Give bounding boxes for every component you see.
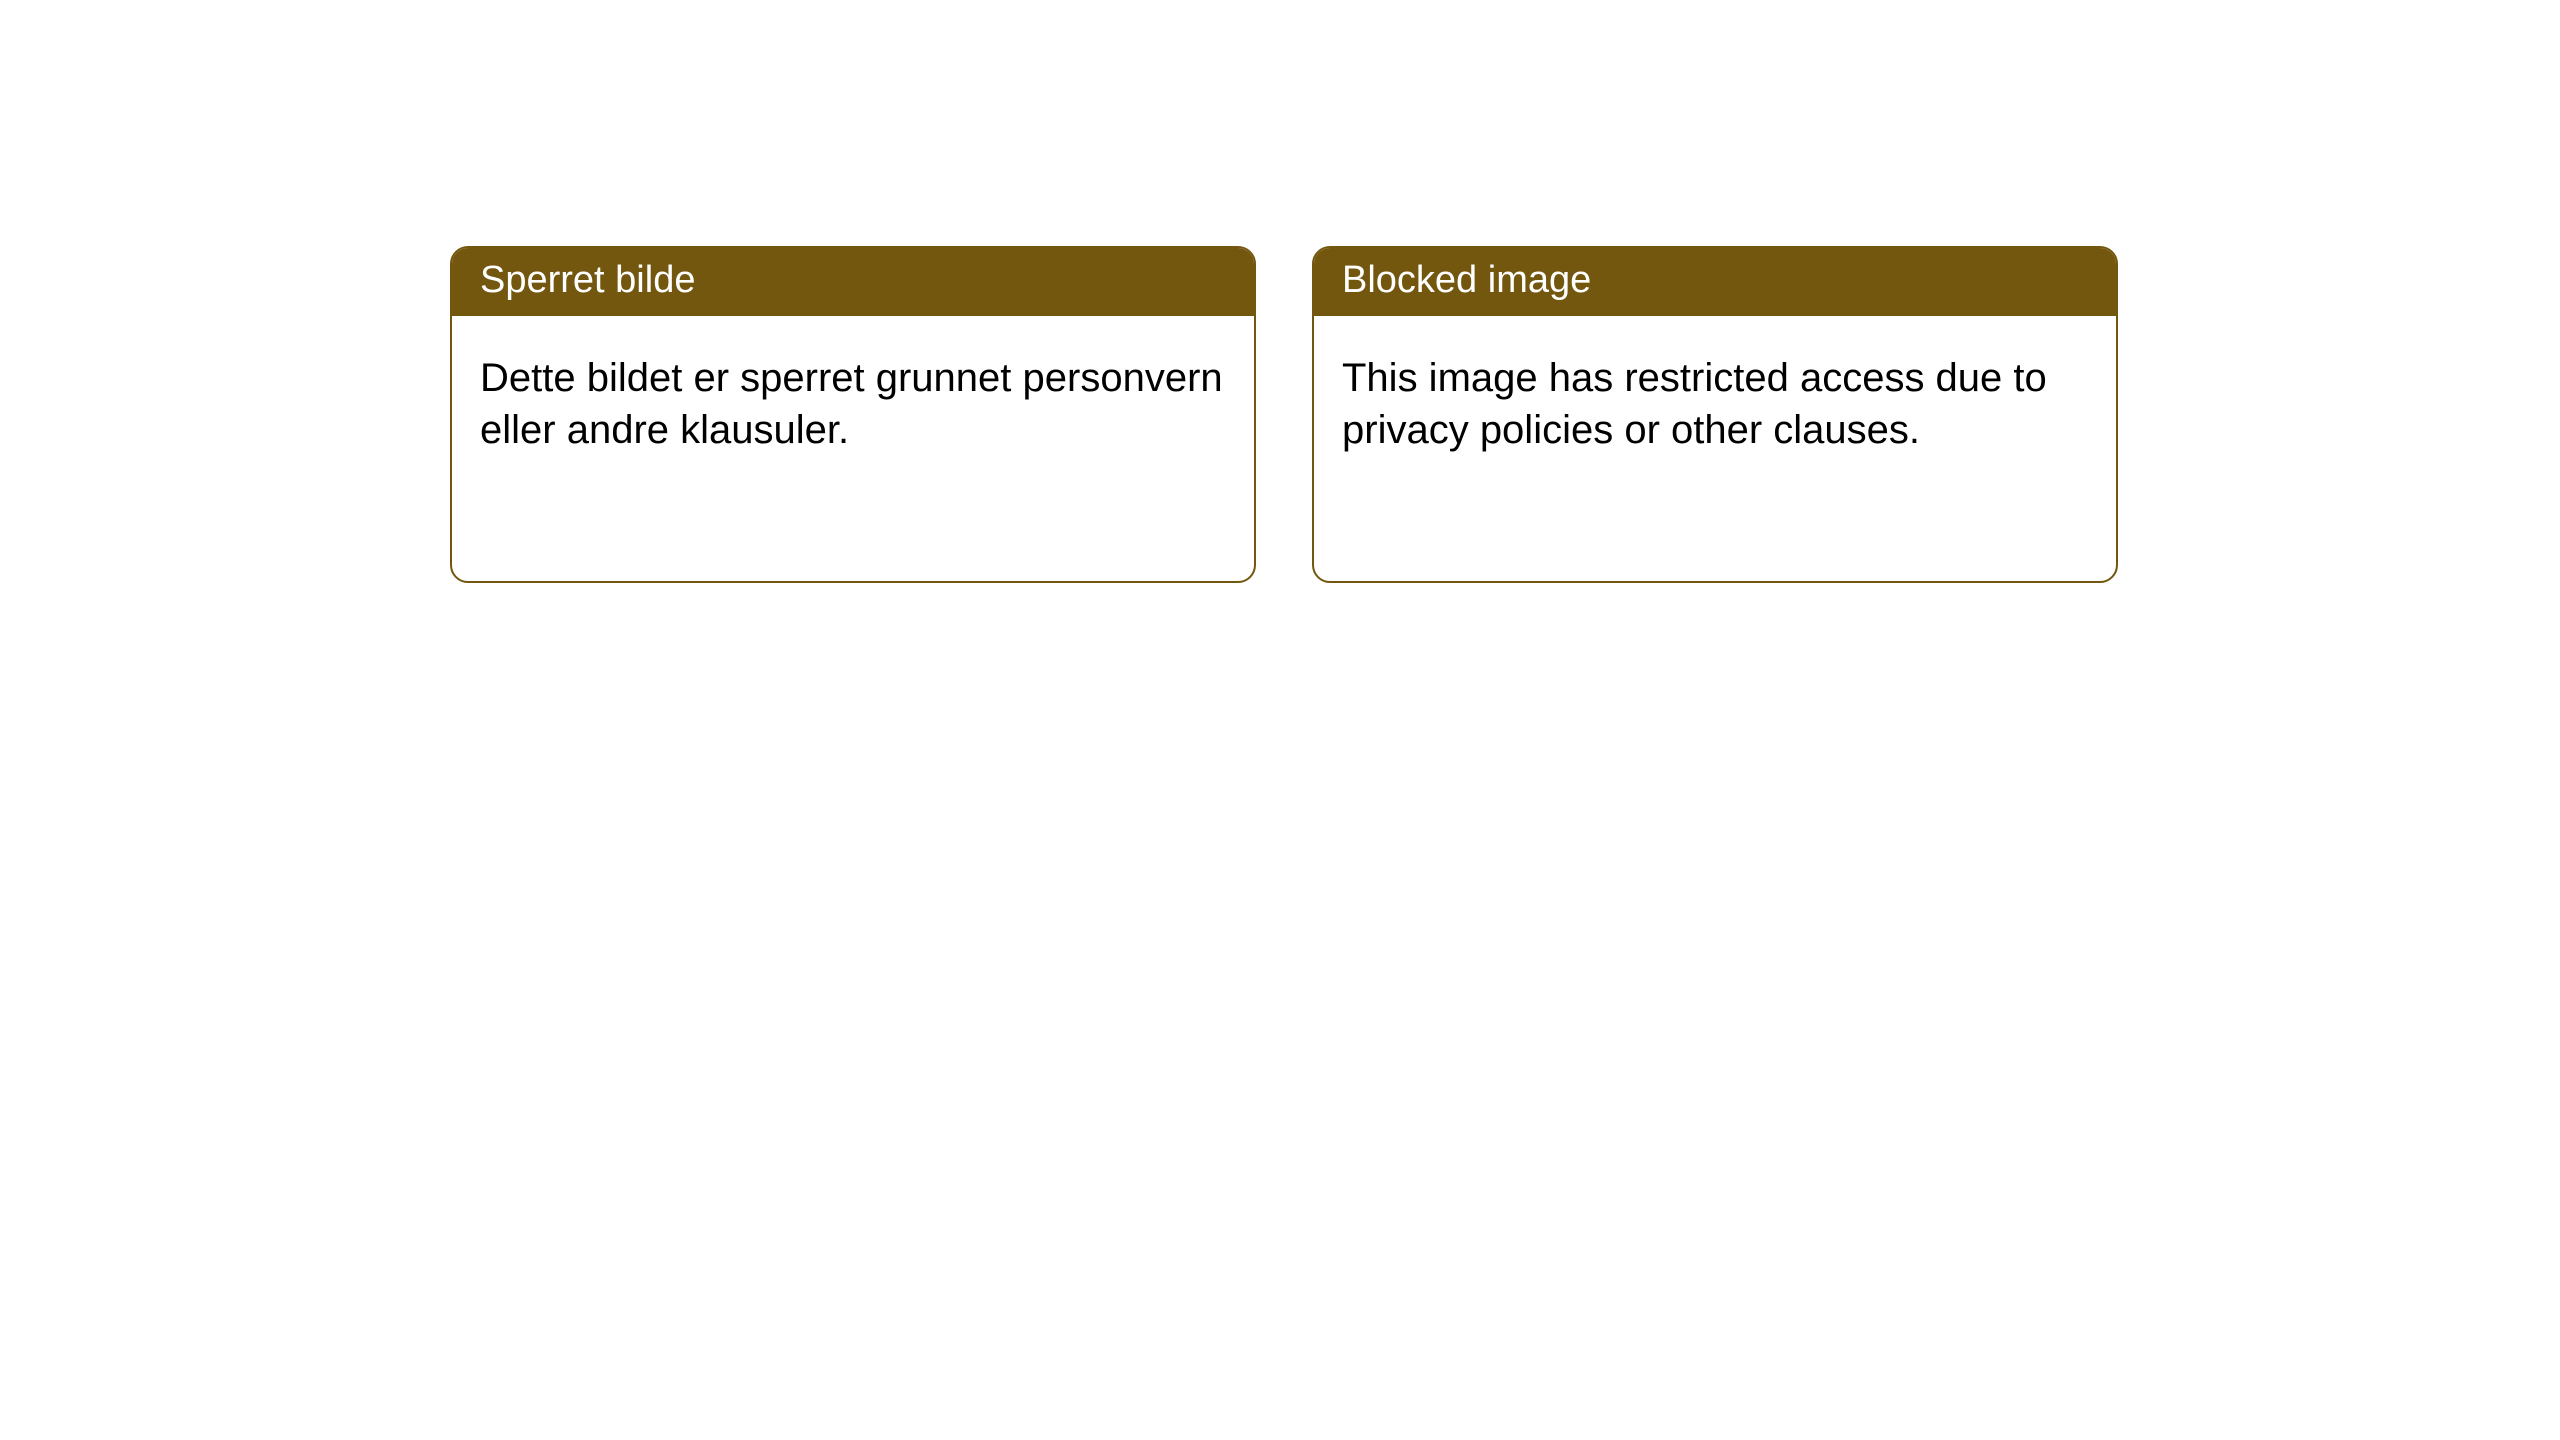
blocked-image-card-en: Blocked image This image has restricted … xyxy=(1312,246,2118,583)
notice-container: Sperret bilde Dette bildet er sperret gr… xyxy=(0,0,2560,583)
card-body-no: Dette bildet er sperret grunnet personve… xyxy=(452,316,1254,494)
card-body-en: This image has restricted access due to … xyxy=(1314,316,2116,494)
blocked-image-card-no: Sperret bilde Dette bildet er sperret gr… xyxy=(450,246,1256,583)
card-title-en: Blocked image xyxy=(1314,248,2116,316)
card-title-no: Sperret bilde xyxy=(452,248,1254,316)
